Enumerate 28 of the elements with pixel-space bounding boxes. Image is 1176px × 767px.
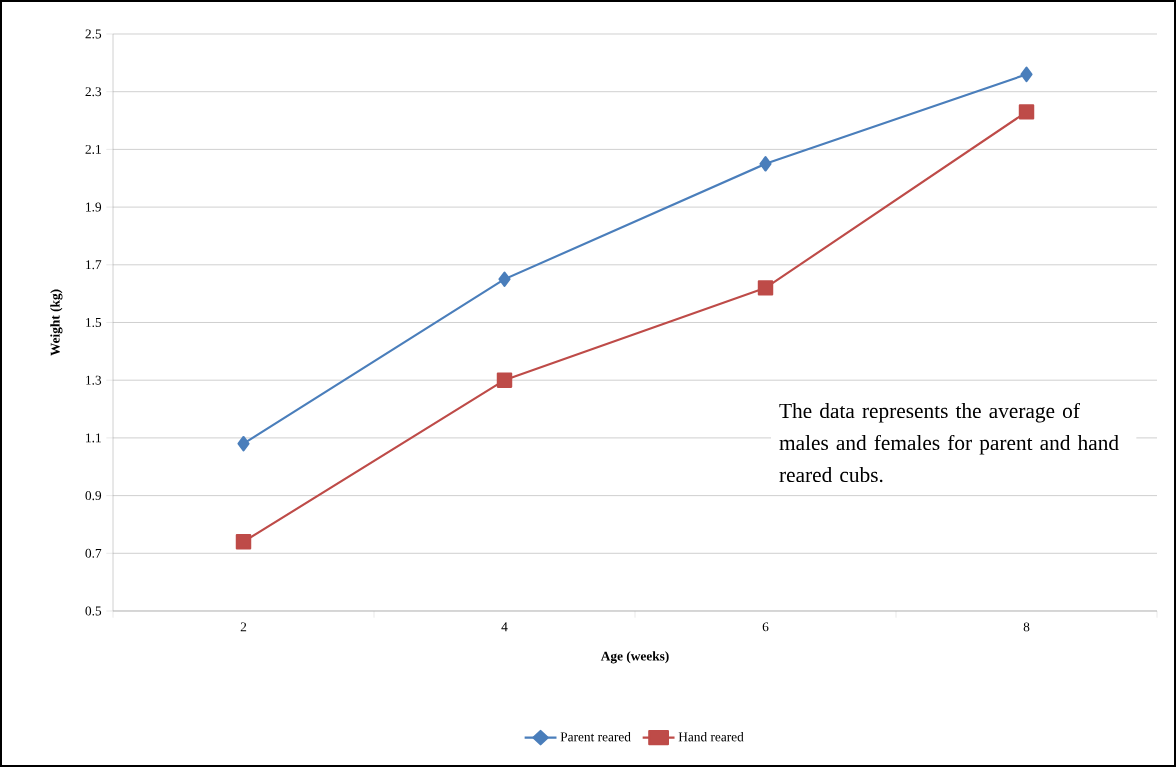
x-tick-label: 6 xyxy=(762,622,769,632)
y-tick-label: 2.3 xyxy=(85,87,102,97)
point xyxy=(235,534,252,550)
x-tick-label: 4 xyxy=(501,622,508,632)
point xyxy=(759,156,772,172)
y-tick-label: 0.5 xyxy=(85,606,102,616)
x-tick-label: 2 xyxy=(240,622,247,632)
y-tick-label: 1.1 xyxy=(86,433,101,443)
point xyxy=(237,435,250,452)
y-tick-label: 2.1 xyxy=(85,144,101,154)
x-tick-label: 8 xyxy=(1023,622,1030,632)
annotation: The data represents the average of males and females for parent and hand reared cubs. xyxy=(779,402,1119,483)
point xyxy=(496,372,513,388)
point xyxy=(757,280,774,296)
legend-label: Hand reared xyxy=(678,731,744,742)
y-axis-title: Weight (kg) xyxy=(50,289,63,356)
y-tick-label: 1.5 xyxy=(86,318,102,327)
y-tick-label: 1.3 xyxy=(86,375,102,385)
y-tick-label: 2.5 xyxy=(85,29,102,39)
y-tick-label: 1.9 xyxy=(86,202,102,212)
legend-label: Parent reared xyxy=(560,731,631,742)
y-tick-label: 1.7 xyxy=(86,260,102,270)
point xyxy=(498,271,511,287)
point xyxy=(1018,104,1035,120)
x-axis-title: Age (weeks) xyxy=(600,651,669,664)
point xyxy=(1020,66,1033,83)
y-tick-label: 0.7 xyxy=(85,548,102,558)
y-tick-label: 0.9 xyxy=(85,491,102,501)
